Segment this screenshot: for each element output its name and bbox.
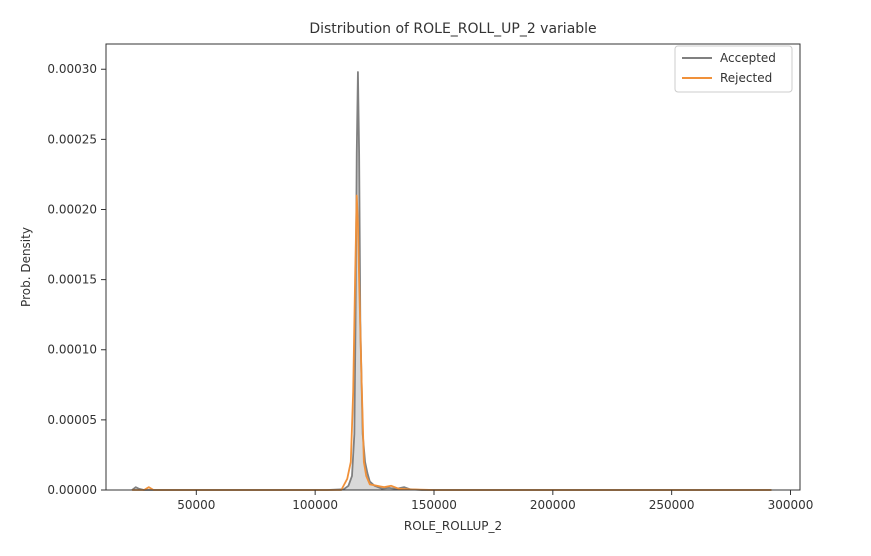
- y-tick-label: 0.00015: [47, 273, 97, 287]
- chart-title: Distribution of ROLE_ROLL_UP_2 variable: [309, 21, 596, 37]
- y-tick-label: 0.00030: [47, 62, 97, 76]
- x-tick-label: 150000: [411, 498, 457, 512]
- x-tick-label: 250000: [649, 498, 695, 512]
- x-tick-label: 300000: [768, 498, 814, 512]
- legend-label-accepted: Accepted: [720, 51, 776, 65]
- y-tick-label: 0.00000: [47, 483, 97, 497]
- y-tick-label: 0.00020: [47, 202, 97, 216]
- y-tick-label: 0.00025: [47, 132, 97, 146]
- y-tick-label: 0.00010: [47, 343, 97, 357]
- x-tick-label: 100000: [292, 498, 338, 512]
- x-axis-label: ROLE_ROLLUP_2: [404, 519, 502, 533]
- legend: Accepted Rejected: [674, 45, 793, 93]
- y-axis-label: Prob. Density: [19, 227, 33, 307]
- y-tick-label: 0.00005: [47, 413, 97, 427]
- plot-area: [131, 71, 772, 491]
- density-line-accepted: [131, 71, 772, 491]
- density-fill-accepted: [132, 72, 772, 491]
- legend-label-rejected: Rejected: [720, 71, 772, 85]
- plot-frame: [105, 43, 801, 491]
- x-tick-label: 50000: [177, 498, 215, 512]
- y-axis: 0.00000 0.00005 0.00010 0.00015 0.00020 0.000…: [47, 62, 106, 497]
- x-tick-label: 200000: [530, 498, 576, 512]
- density-line-rejected: [132, 194, 772, 491]
- x-axis: 50000 100000 150000 200000 250000 300000: [177, 490, 813, 512]
